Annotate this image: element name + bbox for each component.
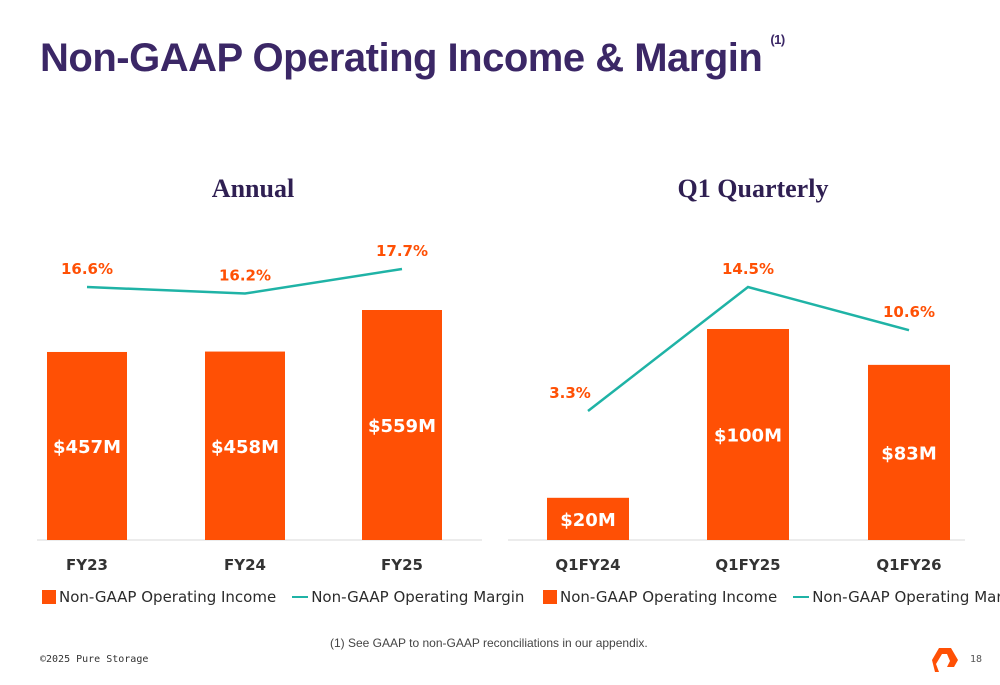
quarterly-margin-label-q1fy26: 10.6% <box>883 303 935 321</box>
annual-bar-fy23 <box>47 351 127 540</box>
quarterly-tick-label-q1fy25: Q1FY25 <box>715 556 780 574</box>
annual-tick-label-fy23: FY23 <box>66 556 108 574</box>
quarterly-chart-title: Q1 Quarterly <box>677 174 829 203</box>
annual-bar-label-fy25: $559M <box>368 416 436 437</box>
quarterly-margin-label-q1fy25: 14.5% <box>722 260 774 278</box>
annual-margin-label-fy23: 16.6% <box>61 260 113 278</box>
title-footnote-marker: (1) <box>770 32 785 47</box>
quarterly-bar-q1fy24 <box>547 497 629 540</box>
quarterly-bar-label-q1fy26: $83M <box>881 443 937 464</box>
annual-margin-label-fy25: 17.7% <box>376 242 428 260</box>
quarterly-legend-margin: Non-GAAP Operating Margin <box>812 588 1000 606</box>
bar-legend-swatch <box>42 590 56 604</box>
quarterly-margin-line <box>587 285 910 412</box>
quarterly-legend: Non-GAAP Operating Income Non-GAAP Opera… <box>543 588 1000 606</box>
annual-legend: Non-GAAP Operating Income Non-GAAP Opera… <box>42 588 524 606</box>
annual-bar-fy24 <box>205 351 285 540</box>
annual-bar-fy25 <box>362 310 442 540</box>
annual-chart-title: Annual <box>211 174 295 203</box>
quarterly-tick-label-q1fy26: Q1FY26 <box>876 556 941 574</box>
annual-margin-label-fy24: 16.2% <box>219 267 271 285</box>
bar-legend-swatch <box>543 590 557 604</box>
copyright: ©2025 Pure Storage <box>40 654 149 665</box>
slide-title-text: Non-GAAP Operating Income & Margin <box>40 36 763 80</box>
line-legend-swatch <box>793 596 810 598</box>
quarterly-bar-q1fy26 <box>868 364 950 540</box>
annual-tick-label-fy25: FY25 <box>381 556 423 574</box>
pure-storage-logo <box>932 648 958 672</box>
quarterly-margin-label-q1fy24: 3.3% <box>549 384 591 402</box>
quarterly-bar-label-q1fy25: $100M <box>714 426 782 447</box>
quarterly-legend-income: Non-GAAP Operating Income <box>560 588 778 606</box>
line-legend-swatch <box>292 596 309 598</box>
annual-bar-label-fy23: $457M <box>53 437 121 458</box>
quarterly-bar-q1fy25 <box>707 329 789 540</box>
annual-legend-margin: Non-GAAP Operating Margin <box>311 588 525 606</box>
annual-margin-line <box>86 267 403 295</box>
annual-legend-income: Non-GAAP Operating Income <box>59 588 277 606</box>
annual-tick-label-fy24: FY24 <box>224 556 266 574</box>
quarterly-tick-label-q1fy24: Q1FY24 <box>555 556 620 574</box>
page-number: 18 <box>970 654 983 665</box>
footnote: (1) See GAAP to non-GAAP reconciliations… <box>330 636 648 650</box>
slide-title: Non-GAAP Operating Income & Margin (1) <box>40 32 785 81</box>
annual-bar-label-fy24: $458M <box>211 437 279 458</box>
quarterly-bar-label-q1fy24: $20M <box>560 510 616 531</box>
